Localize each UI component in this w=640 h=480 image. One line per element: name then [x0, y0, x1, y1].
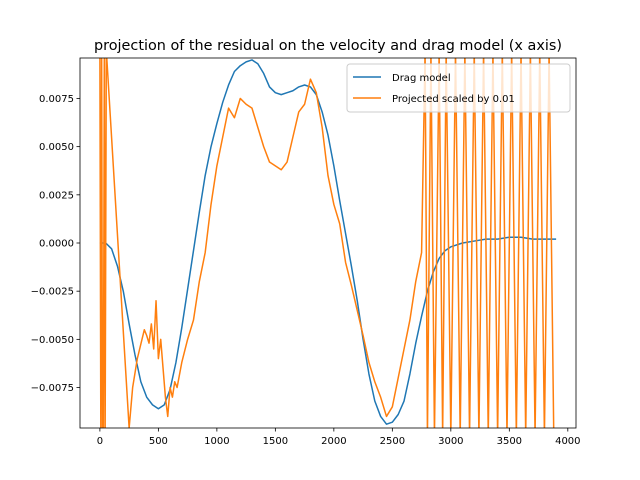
series-line-projected	[99, 58, 555, 428]
y-tick-label: 0.0075	[39, 94, 74, 105]
x-tick-label: 1500	[263, 436, 288, 447]
axes-layer: 0 500 1000 1500 2000 2500 3000 3500 4000 −0.0075 −…	[31, 57, 581, 447]
x-tick-label: 3500	[497, 436, 522, 447]
legend: Drag model Projected scaled by 0.01	[346, 63, 571, 113]
y-tick-label: −0.0050	[31, 335, 74, 346]
series-layer	[99, 58, 557, 428]
x-tick-label: 2500	[380, 436, 405, 447]
legend-label: Projected scaled by 0.01	[392, 94, 515, 105]
legend-box	[346, 63, 571, 113]
y-tick-label: 0.0000	[39, 239, 74, 250]
x-tick-label: 4000	[555, 436, 580, 447]
x-tick-label: 1000	[204, 436, 229, 447]
y-tick-label: −0.0075	[31, 383, 74, 394]
x-tick-label: 2000	[321, 436, 346, 447]
x-tick-label: 500	[149, 436, 168, 447]
legend-label: Drag model	[392, 73, 451, 84]
x-tick-label: 3000	[438, 436, 463, 447]
chart-title: projection of the residual on the veloci…	[94, 38, 562, 54]
x-tick-label: 0	[97, 436, 103, 447]
y-tick-label: 0.0050	[39, 142, 74, 153]
y-tick-label: 0.0025	[39, 190, 74, 201]
y-tick-label: −0.0025	[31, 287, 74, 298]
